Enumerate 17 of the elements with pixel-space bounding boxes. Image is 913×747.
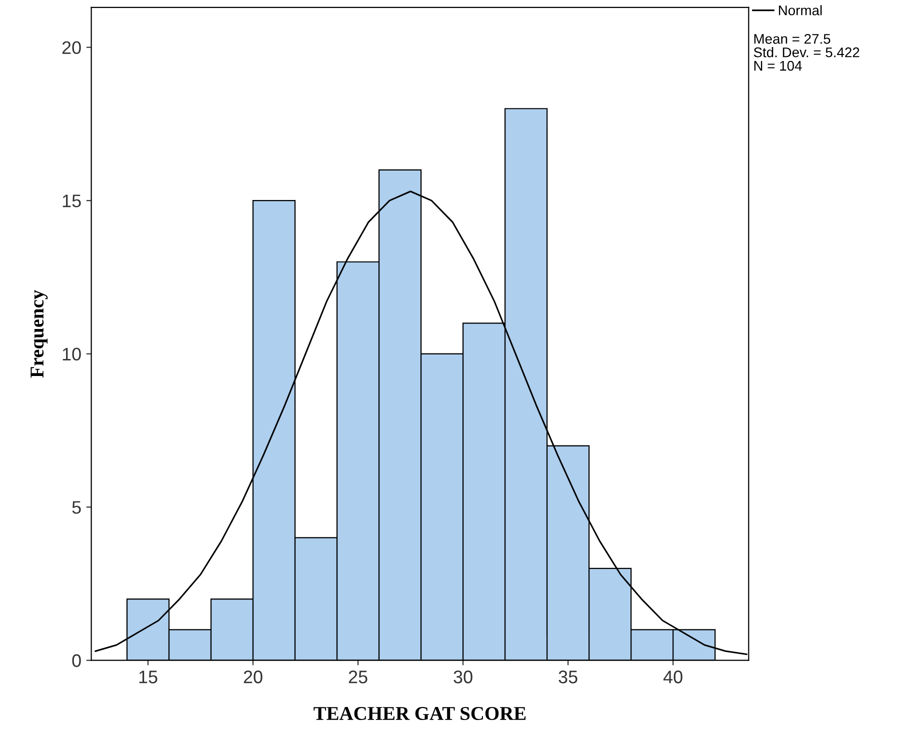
x-tick-label: 35 xyxy=(558,670,578,684)
y-tick-label: 20 xyxy=(62,41,81,54)
legend-label: Normal xyxy=(778,5,822,16)
x-tick-label: 20 xyxy=(244,670,262,684)
text: Mean = 27.5 xyxy=(754,34,830,44)
text: Std. Dev. = 5.422 xyxy=(754,47,860,58)
x-axis-title: TEACHER GAT SCORE xyxy=(314,706,526,720)
x-tick-label: 25 xyxy=(348,670,368,684)
y-tick-label: 10 xyxy=(62,348,81,361)
text: N = 104 xyxy=(754,60,802,71)
y-tick-label: 0 xyxy=(72,654,81,668)
x-tick-label: 15 xyxy=(139,670,158,684)
x-tick-label: 40 xyxy=(663,670,682,684)
x-tick-label: 30 xyxy=(454,670,472,684)
y-tick-label: 15 xyxy=(62,194,81,208)
y-tick-label: 5 xyxy=(72,501,81,514)
y-axis-title: Frequency xyxy=(30,290,48,378)
